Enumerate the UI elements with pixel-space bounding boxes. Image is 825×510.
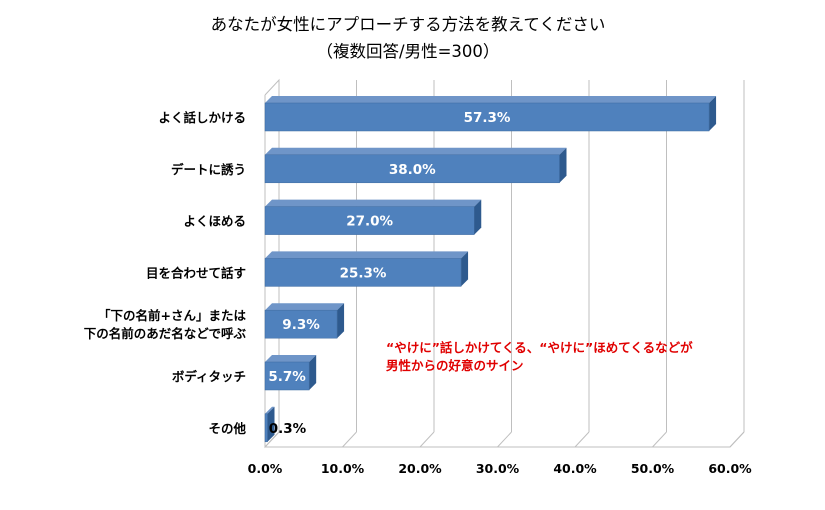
bar-side-5 [309,355,317,390]
annotation-line-0: “やけに”話しかけてくる、“やけに”ほめてくるなどが [386,340,693,355]
floor-edge [265,431,745,448]
x-tick-label-0: 0.0% [248,461,283,476]
bar-top-4 [265,303,345,311]
category-label-3: 目を合わせて話す [146,265,246,280]
data-label-1: 38.0% [389,162,436,178]
bar-6 [264,413,268,443]
bar-top-5 [265,355,317,362]
gridline-floor-4 [574,431,590,448]
bar-top-2 [265,199,482,207]
bar-top-1 [265,147,567,155]
x-tick-labels: 0.0% 10.0% 20.0% 30.0% 40.0% 50.0% 60.0% [248,461,752,476]
bar-top-6 [265,406,275,414]
category-label-2: よくほめる [183,214,246,229]
data-label-3: 25.3% [340,265,387,281]
data-label-4: 9.3% [282,317,320,333]
bar-side-4 [337,303,345,339]
bar-side-2 [474,199,482,235]
category-label-0: よく話しかける [158,110,246,125]
annotation-line-1: 男性からの好意のサイン [386,358,524,373]
x-tick-label-3: 30.0% [476,461,520,476]
bar-side-3 [461,251,469,287]
bar-top-3 [265,251,469,259]
bar-2 [264,206,475,235]
x-tick-label-6: 60.0% [708,461,752,476]
bar-side-6 [267,406,275,442]
x-tick-label-2: 20.0% [398,461,442,476]
x-tick-label-1: 10.0% [321,461,365,476]
category-labels: よく話しかけるデートに誘うよくほめる目を合わせて話す「下の名前+さん」または下の… [84,110,247,436]
bar-side-0 [709,96,717,131]
category-label-5: ボディタッチ [172,369,246,384]
gridline-floor-2 [419,431,435,448]
x-tick-label-5: 50.0% [631,461,675,476]
chart-subtitle: （複数回答/男性=300） [317,42,500,61]
x-tick-label-4: 40.0% [553,461,597,476]
bar-top-0 [265,96,717,103]
category-label-4: 「下の名前+さん」または下の名前のあだ名などで呼ぶ [84,308,247,341]
category-label-1: デートに誘う [171,162,246,177]
data-label-5: 5.7% [268,369,306,385]
bars [264,96,717,443]
gridline-floor-3 [497,431,512,448]
data-labels: 57.3% 38.0% 27.0% 25.3% 9.3% 5.7% 0.3% [268,110,511,437]
bar-1 [264,154,560,184]
bar-4 [264,309,338,339]
category-label-6: その他 [208,421,246,436]
data-label-2: 27.0% [346,214,393,230]
chart-title: あなたが女性にアプローチする方法を教えてください [211,15,606,34]
bar-0 [264,102,710,132]
bar-3 [264,258,462,287]
data-label-0: 57.3% [464,110,511,126]
gridline-floor-1 [342,431,357,448]
data-label-6: 0.3% [269,421,307,437]
bar-side-1 [559,147,567,183]
gridline-floor-5 [652,431,667,448]
bar-5 [264,361,310,391]
